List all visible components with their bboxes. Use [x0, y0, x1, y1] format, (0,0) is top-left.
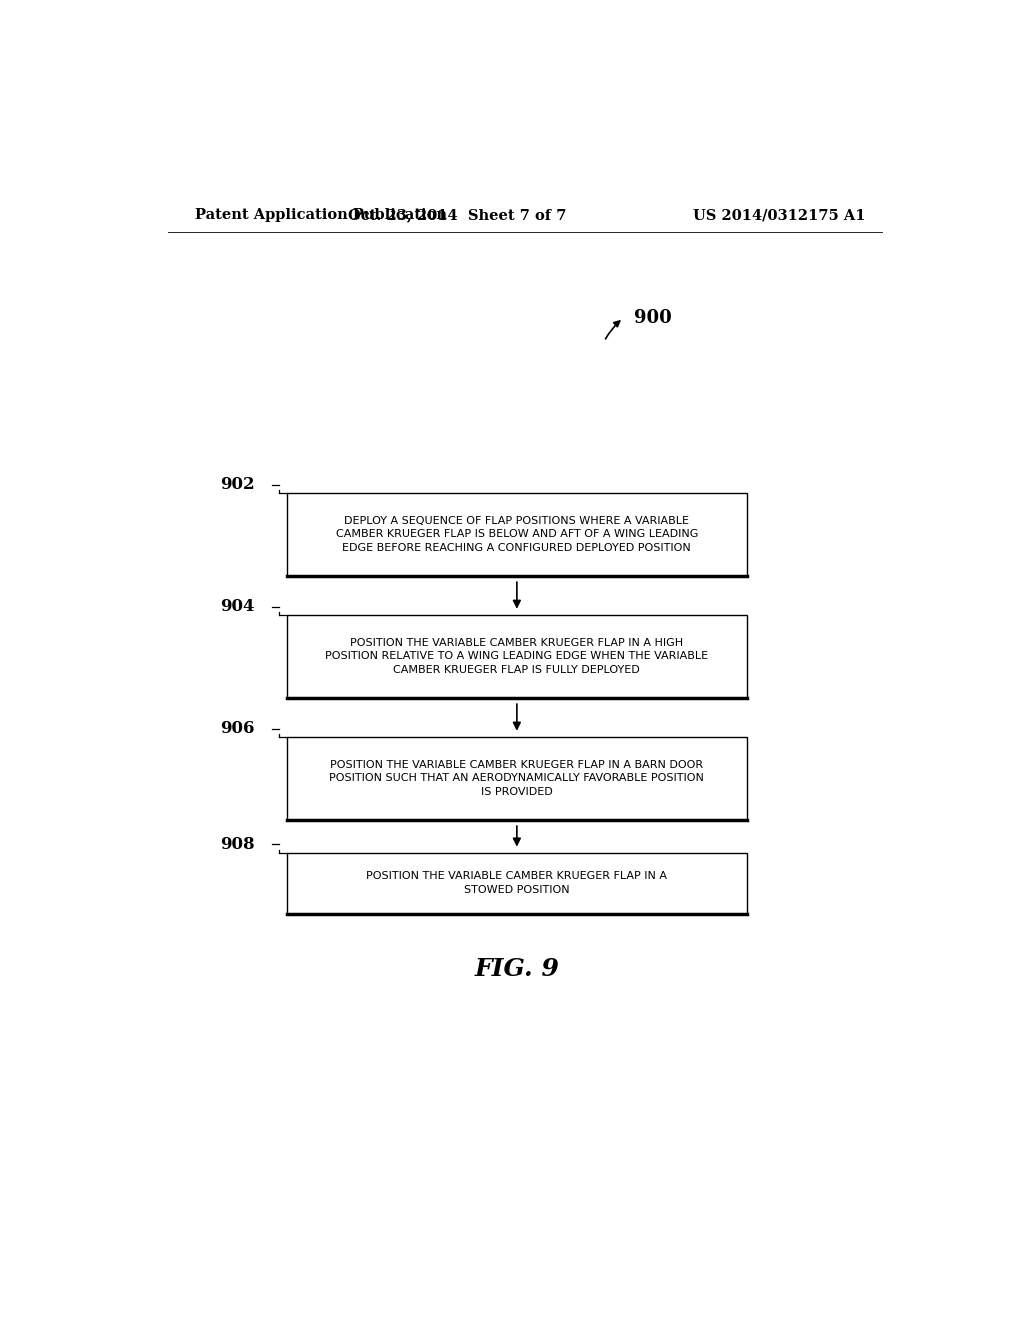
Bar: [287, 737, 748, 820]
Text: POSITION THE VARIABLE CAMBER KRUEGER FLAP IN A HIGH
POSITION RELATIVE TO A WING : POSITION THE VARIABLE CAMBER KRUEGER FLA…: [326, 638, 709, 675]
Text: Patent Application Publication: Patent Application Publication: [196, 209, 447, 222]
Text: POSITION THE VARIABLE CAMBER KRUEGER FLAP IN A
STOWED POSITION: POSITION THE VARIABLE CAMBER KRUEGER FLA…: [367, 871, 668, 895]
Text: 908: 908: [220, 836, 255, 853]
Text: POSITION THE VARIABLE CAMBER KRUEGER FLAP IN A BARN DOOR
POSITION SUCH THAT AN A: POSITION THE VARIABLE CAMBER KRUEGER FLA…: [330, 760, 705, 797]
Bar: [287, 853, 748, 913]
Text: 900: 900: [634, 309, 672, 327]
Text: US 2014/0312175 A1: US 2014/0312175 A1: [692, 209, 865, 222]
Text: 906: 906: [220, 721, 255, 737]
Text: FIG. 9: FIG. 9: [474, 957, 559, 982]
Text: 904: 904: [220, 598, 255, 615]
Bar: [287, 615, 748, 698]
Bar: [287, 492, 748, 576]
Text: Oct. 23, 2014  Sheet 7 of 7: Oct. 23, 2014 Sheet 7 of 7: [348, 209, 566, 222]
Text: 902: 902: [220, 477, 255, 494]
Text: DEPLOY A SEQUENCE OF FLAP POSITIONS WHERE A VARIABLE
CAMBER KRUEGER FLAP IS BELO: DEPLOY A SEQUENCE OF FLAP POSITIONS WHER…: [336, 516, 698, 553]
